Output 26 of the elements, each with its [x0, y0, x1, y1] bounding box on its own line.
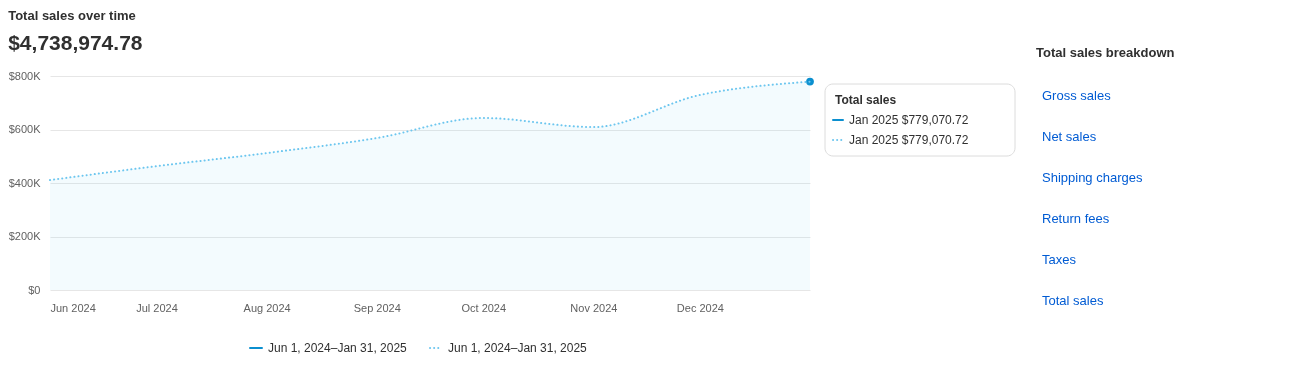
text: Total sales [835, 93, 897, 107]
y-tick-label: $800K [8, 69, 42, 82]
x-tick-label: Aug 2024 [243, 301, 291, 314]
text: Total sales [1042, 293, 1104, 308]
y-tick-label: $200K [8, 230, 42, 242]
y-tick-label: $0 [28, 283, 41, 296]
chart-subtitle: $4,738,974.78 [8, 31, 143, 54]
text: Jan 2025 $779,070.72 [849, 113, 969, 127]
text: Net sales [1042, 129, 1097, 144]
text: Shipping charges [1042, 170, 1143, 185]
legend-label: Jun 1, 2024–Jan 31, 2025 [448, 341, 588, 355]
x-tick-label: Dec 2024 [676, 301, 724, 314]
text: Gross sales [1042, 88, 1112, 103]
chart-title: Total sales over time [8, 8, 136, 23]
x-tick-label: Nov 2024 [570, 301, 618, 314]
legend-label: Jun 1, 2024–Jan 31, 2025 [268, 341, 408, 355]
x-tick-label: Jun 2024 [50, 301, 96, 314]
text: Total sales breakdown [1036, 45, 1175, 60]
text: Return fees [1042, 211, 1110, 226]
text: Taxes [1042, 252, 1077, 267]
x-tick-label: Oct 2024 [461, 301, 507, 314]
x-tick-label: Sep 2024 [353, 301, 401, 314]
x-tick-label: Jul 2024 [136, 301, 178, 314]
y-tick-label: $400K [8, 176, 42, 189]
text: Jan 2025 $779,070.72 [849, 133, 969, 147]
y-tick-label: $600K [8, 123, 42, 135]
